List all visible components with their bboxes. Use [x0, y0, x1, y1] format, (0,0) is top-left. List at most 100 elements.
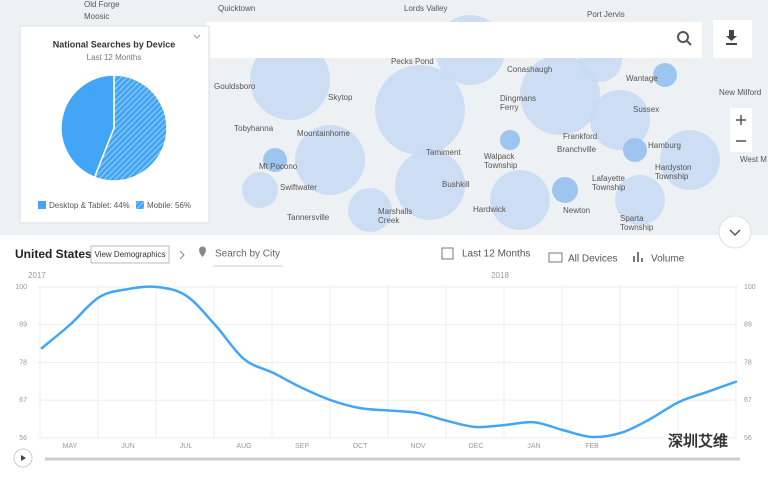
chevron: [729, 229, 741, 237]
map-regions: [242, 15, 720, 232]
place-label-line: Creek: [378, 216, 400, 225]
year-label: 2018: [491, 271, 509, 280]
x-tick-label: FEB: [585, 443, 599, 450]
zoom-icons: [736, 115, 746, 142]
place-label: Swiftwater: [280, 183, 317, 192]
place-label-line: Township: [655, 172, 689, 181]
place-label-line: Ferry: [500, 103, 519, 112]
period[interactable]: Last 12 Months: [462, 249, 530, 260]
place-label: Bushkill: [442, 180, 470, 189]
place-label-line: Township: [484, 161, 518, 170]
map-region: [242, 172, 278, 208]
device-icon: [548, 252, 563, 263]
place-label: Hamburg: [648, 141, 681, 150]
legend-label: Mobile: 56%: [147, 201, 191, 210]
pie-title: National Searches by Device: [53, 39, 176, 49]
y2-tick-label: 89: [744, 322, 752, 329]
place-label-line: Marshalls: [378, 207, 412, 216]
y2-tick-label: 56: [744, 435, 752, 442]
place-label: Newton: [563, 206, 590, 215]
map-labels: Old Forge Moosic Quicktown Lords Valley Port…: [84, 0, 767, 232]
x-tick-label: DEC: [469, 443, 484, 450]
x-tick-label: JAN: [527, 443, 540, 450]
panel: [0, 235, 768, 474]
y2-tick-label: 67: [744, 397, 752, 404]
map-region: [660, 130, 720, 190]
x-tick-label: MAY: [63, 443, 78, 450]
map-region: [500, 130, 520, 150]
legend-swatch: [38, 201, 46, 209]
calendar-icon: [441, 247, 454, 260]
download-icon: [726, 30, 737, 45]
place-label-line: Sparta: [620, 214, 644, 223]
place-label-line: Township: [620, 223, 654, 232]
search-icon: [686, 40, 692, 46]
place-label: Lords Valley: [404, 4, 447, 13]
place-label: Dingmans Ferry: [500, 94, 536, 112]
pie: Desktop & Tablet: 44% Mobile: 56%: [38, 74, 191, 210]
x-tick-label: JUN: [121, 443, 135, 450]
city-search[interactable]: Search by City: [215, 249, 280, 260]
place-label: Marshalls Creek: [378, 207, 412, 225]
place-label: Hardwick: [473, 205, 507, 214]
place-label: Mountainhome: [297, 129, 350, 138]
place-label: Branchville: [557, 145, 597, 154]
place-label: Port Jervis: [587, 10, 625, 19]
place-label-line: Township: [592, 183, 626, 192]
legend-swatch: [136, 201, 144, 209]
place-label: Lafayette Township: [592, 174, 626, 192]
x-tick-label: OCT: [353, 443, 369, 450]
y2-tick-label: 100: [744, 284, 756, 291]
x-tick-label: JUL: [180, 443, 193, 450]
place-label: Hardyston Township: [655, 163, 691, 181]
place-label: Sussex: [633, 105, 659, 114]
pie-slice: [93, 74, 168, 182]
demographics-label: View Demographics: [95, 250, 166, 259]
place-label: Conashaugh: [507, 65, 552, 74]
x-tick-label: SEP: [295, 443, 309, 450]
place-label: Skytop: [328, 93, 353, 102]
y-tick-label: 89: [19, 322, 27, 329]
watermark: 深圳艾维: [668, 432, 728, 450]
place-label: Moosic: [84, 12, 109, 21]
pin-icon: [199, 246, 206, 257]
breadcrumb-arrow: [179, 250, 185, 260]
collapse-button[interactable]: [718, 215, 752, 249]
place-label: Mt Pocono: [259, 162, 298, 171]
x-tick-label: NOV: [410, 443, 426, 450]
map-region: [590, 90, 650, 150]
line-series: [40, 285, 738, 439]
map-region: [615, 175, 665, 225]
card-menu[interactable]: [193, 34, 201, 39]
place-label: Old Forge: [84, 0, 120, 9]
place-label: Sparta Township: [620, 214, 654, 232]
legend-label: Desktop & Tablet: 44%: [49, 201, 130, 210]
map-region: [653, 63, 677, 87]
place-label-line: Walpack: [484, 152, 515, 161]
demographics-button[interactable]: [90, 245, 170, 264]
map-region: [250, 40, 330, 120]
year-label: 2017: [28, 271, 46, 280]
devices[interactable]: All Devices: [568, 254, 617, 265]
place-label-line: Hardyston: [655, 163, 691, 172]
search-icon[interactable]: [677, 31, 689, 43]
line-chart: 56 56 67 67 78 78 89 89 100 100 MAY JUN JUL AUG SEP OCT…: [15, 271, 755, 450]
search-box[interactable]: [206, 22, 702, 58]
y2-tick-label: 78: [744, 359, 752, 366]
country: United States: [15, 247, 92, 261]
place-label-line: Dingmans: [500, 94, 536, 103]
pie-subtitle: Last 12 Months: [87, 53, 142, 62]
place-label: Tannersville: [287, 213, 330, 222]
place-label: Gouldsboro: [214, 82, 256, 91]
place-label: Pecks Pond: [391, 57, 434, 66]
play-icon: [21, 455, 26, 461]
map-region: [395, 150, 465, 220]
map-region: [623, 138, 647, 162]
pie-slice: [60, 74, 115, 179]
zoom-control[interactable]: [730, 108, 752, 152]
x-tick-label: AUG: [236, 443, 251, 450]
map-region: [263, 148, 287, 172]
metric[interactable]: Volume: [651, 254, 685, 265]
place-label: Wantage: [626, 74, 658, 83]
